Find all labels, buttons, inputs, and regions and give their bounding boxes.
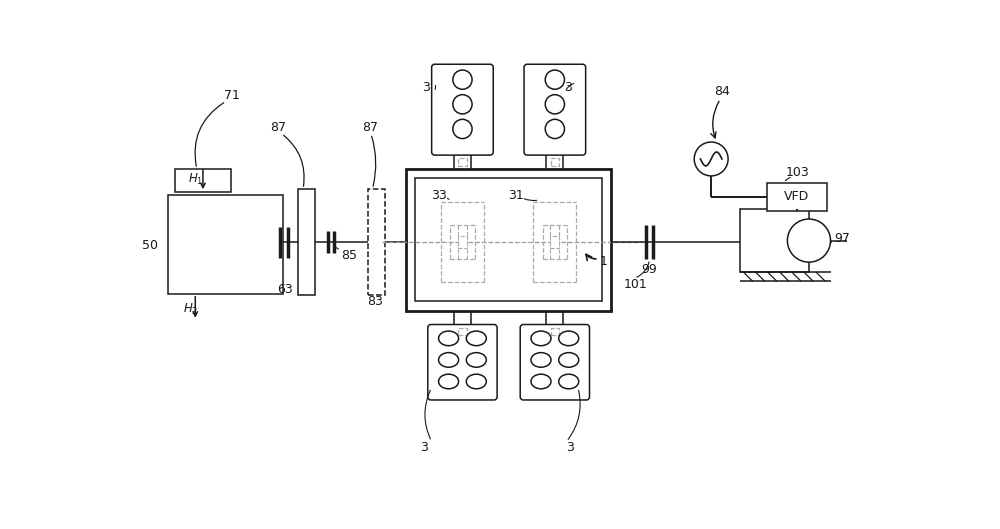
Bar: [368, 189, 385, 295]
Bar: [458, 158, 467, 166]
Bar: [406, 169, 611, 311]
Bar: [168, 195, 283, 294]
Text: VFD: VFD: [784, 190, 809, 203]
Ellipse shape: [439, 331, 459, 345]
Ellipse shape: [466, 353, 486, 367]
Text: 71: 71: [224, 88, 239, 102]
Text: 84: 84: [714, 86, 730, 98]
Text: 99: 99: [642, 262, 657, 276]
Bar: [175, 169, 231, 192]
Bar: [551, 158, 559, 166]
Ellipse shape: [466, 374, 486, 389]
Text: 33: 33: [431, 189, 447, 202]
Bar: [767, 183, 827, 211]
Text: 97: 97: [834, 232, 850, 245]
Ellipse shape: [531, 331, 551, 345]
Text: 85: 85: [342, 249, 358, 262]
Text: $H_1$: $H_1$: [188, 172, 203, 187]
Text: 87: 87: [362, 121, 378, 134]
Text: $H_2$: $H_2$: [183, 302, 198, 317]
FancyBboxPatch shape: [428, 324, 497, 400]
Circle shape: [453, 120, 472, 139]
Circle shape: [787, 219, 831, 262]
Text: 101: 101: [624, 278, 648, 291]
Ellipse shape: [531, 374, 551, 389]
Bar: [458, 236, 467, 248]
Bar: [458, 327, 467, 335]
Circle shape: [453, 95, 472, 114]
Ellipse shape: [466, 331, 486, 345]
FancyBboxPatch shape: [520, 324, 590, 400]
Ellipse shape: [439, 353, 459, 367]
Bar: [550, 236, 559, 248]
FancyBboxPatch shape: [432, 64, 493, 155]
Text: 83: 83: [368, 295, 383, 308]
Text: 3: 3: [422, 81, 430, 94]
Text: 50: 50: [142, 240, 158, 252]
Circle shape: [453, 70, 472, 89]
Text: 63: 63: [277, 284, 293, 296]
Bar: [551, 327, 559, 335]
Ellipse shape: [439, 374, 459, 389]
Bar: [415, 178, 602, 302]
Circle shape: [545, 70, 564, 89]
Circle shape: [545, 95, 564, 114]
Text: 31: 31: [508, 189, 524, 202]
Circle shape: [545, 120, 564, 139]
Ellipse shape: [559, 331, 579, 345]
Circle shape: [694, 142, 728, 176]
Ellipse shape: [531, 353, 551, 367]
Text: 3: 3: [566, 441, 574, 454]
FancyBboxPatch shape: [524, 64, 586, 155]
Bar: [298, 189, 315, 295]
Text: 3: 3: [564, 81, 572, 94]
Ellipse shape: [559, 374, 579, 389]
Text: 3: 3: [420, 441, 428, 454]
Text: 103: 103: [786, 166, 809, 179]
Text: 1: 1: [599, 255, 607, 268]
Bar: [740, 209, 809, 272]
Text: 87: 87: [270, 121, 286, 134]
Ellipse shape: [559, 353, 579, 367]
